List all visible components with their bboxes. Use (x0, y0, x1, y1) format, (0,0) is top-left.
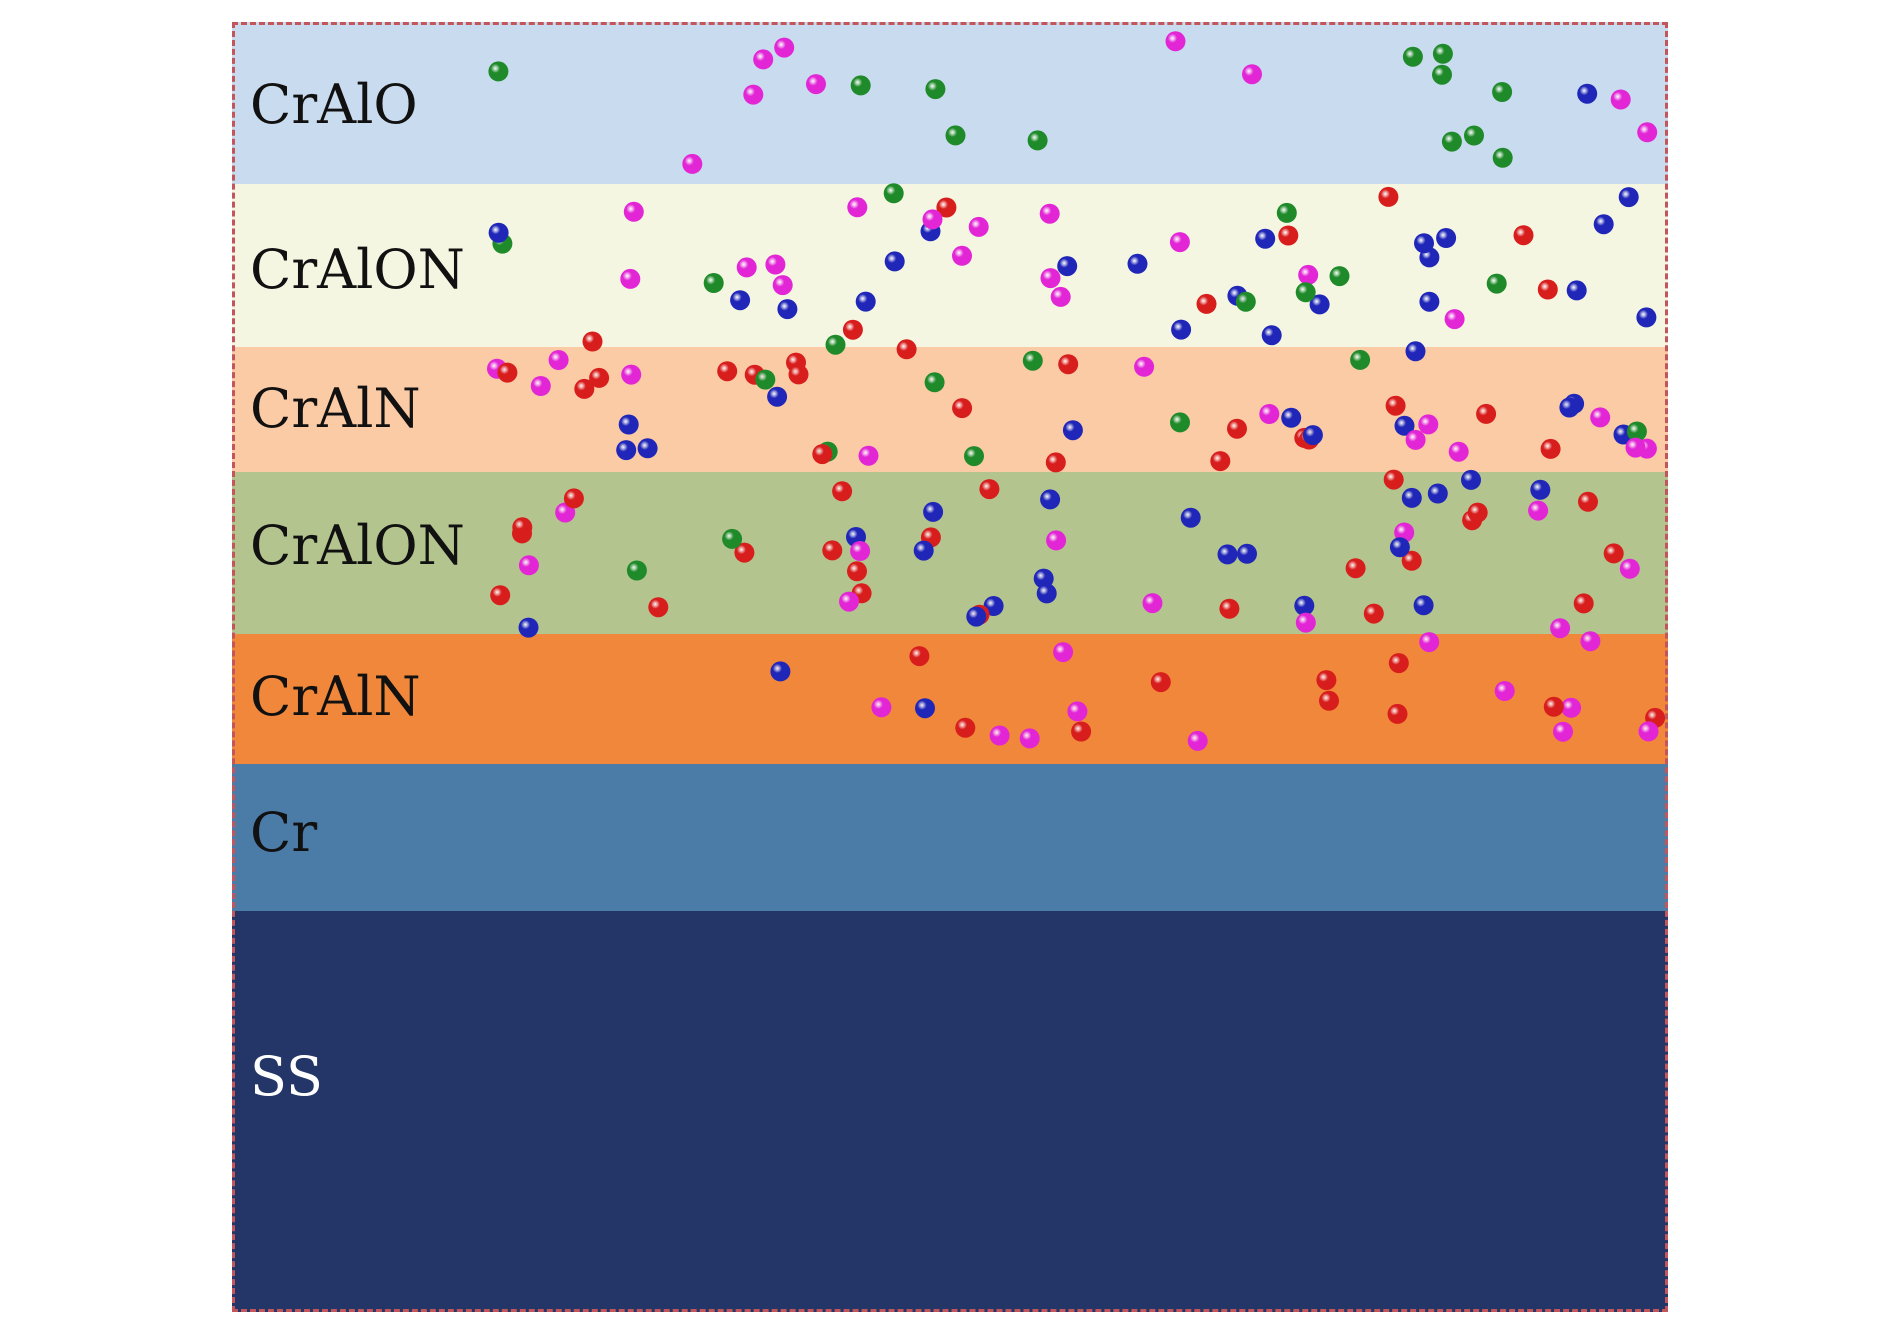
layer-label: CrAlON (250, 514, 465, 577)
layer-cralon-lower: CrAlON (232, 472, 1668, 634)
layer-craln-lower: CrAlN (232, 634, 1668, 764)
layer-label: SS (250, 1045, 324, 1108)
layer-label: CrAlO (250, 73, 418, 136)
coating-layer-stack: CrAlO CrAlON CrAlN CrAlON CrAlN Cr SS (232, 22, 1668, 1312)
layer-label: CrAlN (250, 377, 421, 440)
layer-ss-substrate: SS (232, 911, 1668, 1312)
layer-cr-interlayer: Cr (232, 764, 1668, 911)
layer-label: CrAlN (250, 665, 421, 728)
layer-cralon-upper: CrAlON (232, 184, 1668, 347)
layer-label: Cr (250, 801, 318, 864)
layer-cralo-top: CrAlO (232, 22, 1668, 184)
layer-label: CrAlON (250, 238, 465, 301)
layer-craln-upper: CrAlN (232, 347, 1668, 472)
